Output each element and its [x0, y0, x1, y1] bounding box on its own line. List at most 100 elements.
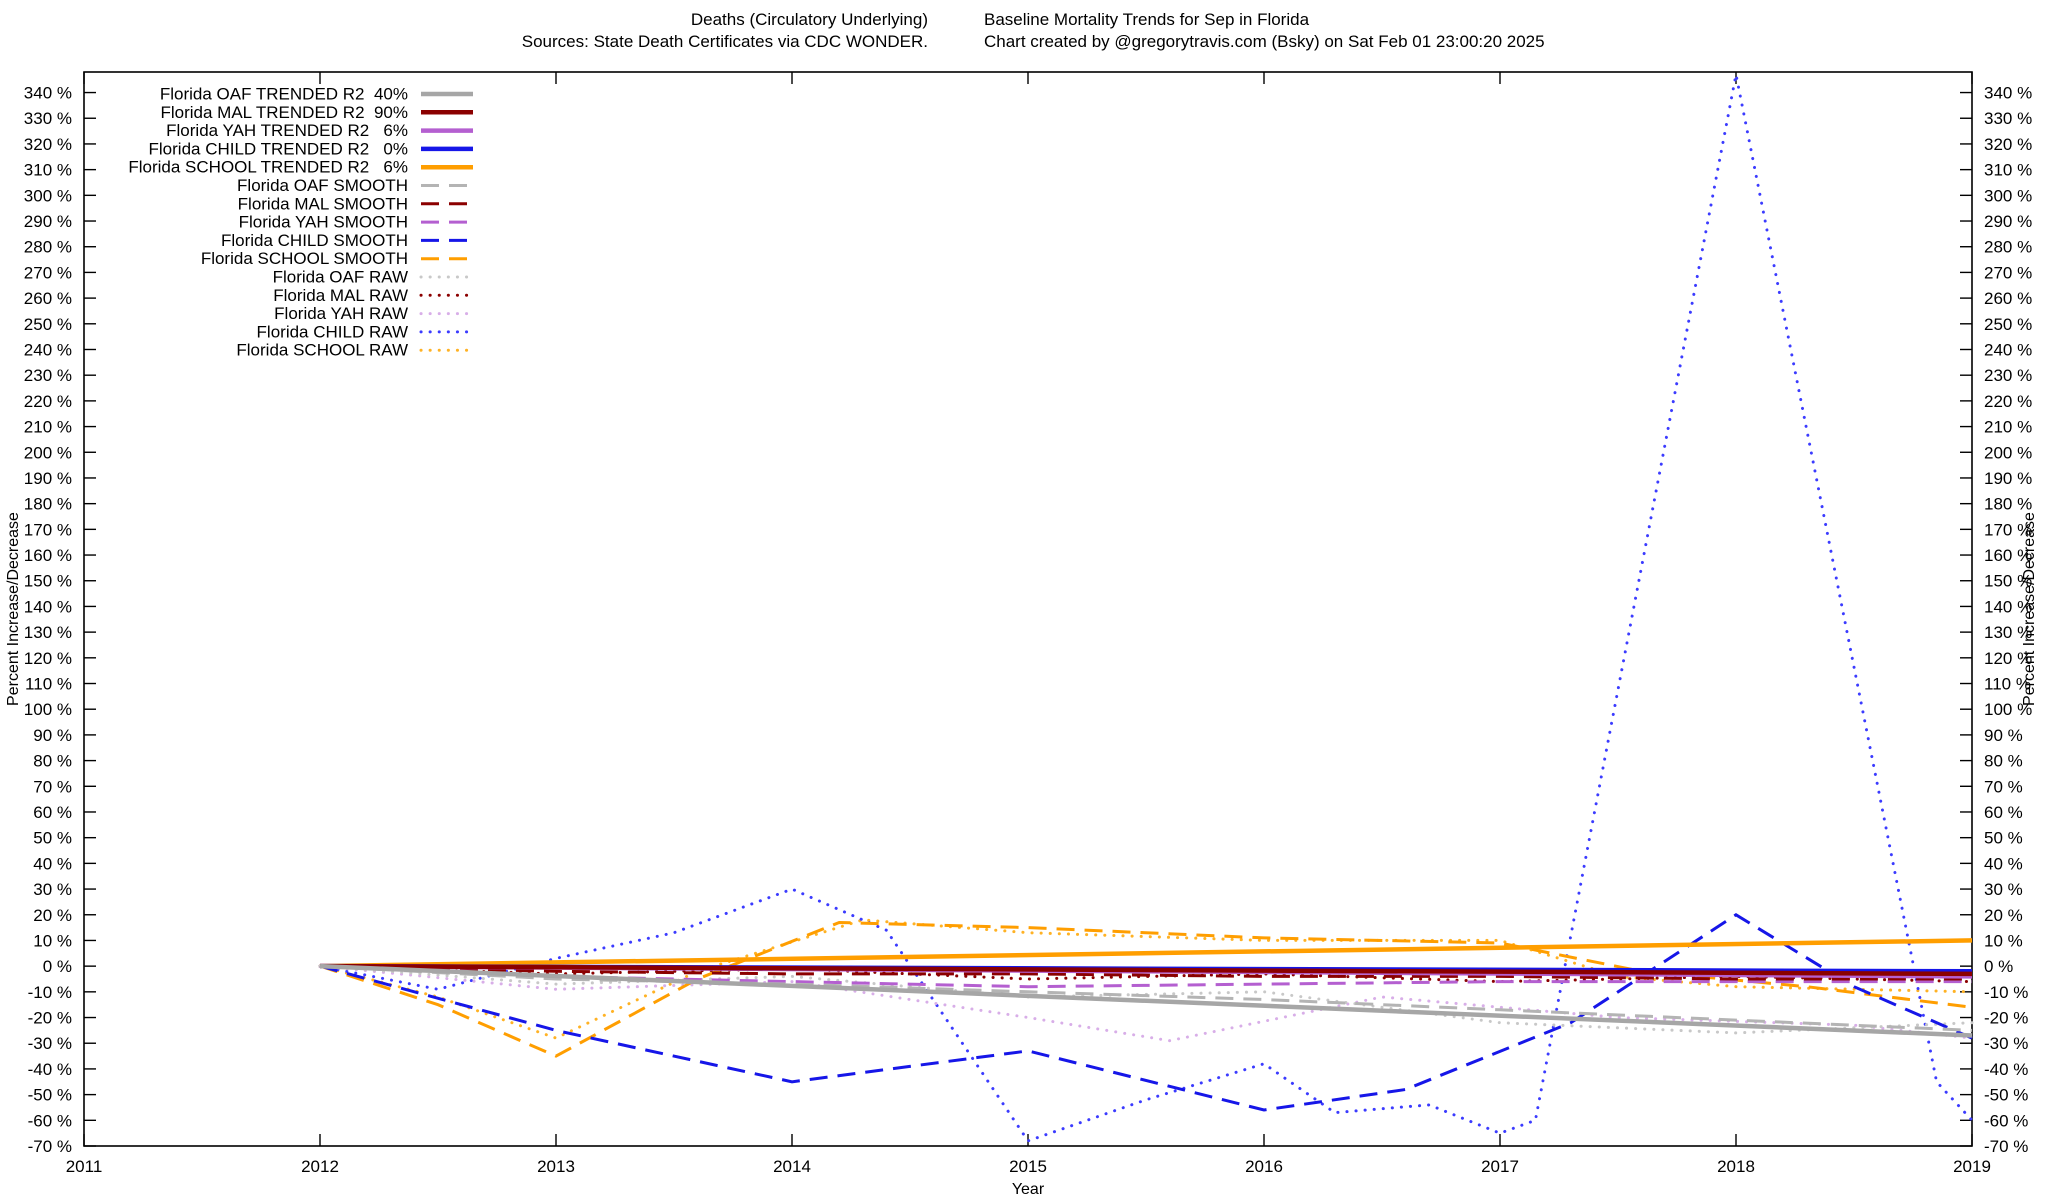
legend-label: Florida OAF RAW	[273, 268, 408, 287]
y-tick-label-right: 70 %	[1984, 777, 2023, 796]
legend-label: Florida CHILD RAW	[257, 322, 408, 341]
y-tick-label-right: 180 %	[1984, 495, 2032, 514]
y-tick-label-left: 110 %	[25, 675, 72, 694]
y-tick-label-left: -10 %	[28, 983, 72, 1002]
y-tick-label-left: 150 %	[24, 572, 72, 591]
y-tick-label-left: 180 %	[24, 495, 72, 514]
legend-label: Florida OAF TRENDED R2 40%	[160, 85, 408, 104]
y-tick-label-left: 310 %	[24, 161, 72, 180]
legend-label: Florida YAH RAW	[274, 304, 408, 323]
y-tick-label-right: 10 %	[1984, 931, 2023, 950]
y-tick-label-right: 290 %	[1984, 212, 2032, 231]
y-tick-label-right: 150 %	[1984, 572, 2032, 591]
legend: Florida OAF TRENDED R2 40%Florida MAL TR…	[128, 85, 475, 360]
y-tick-label-right: 60 %	[1984, 803, 2023, 822]
y-tick-label-right: 220 %	[1984, 392, 2032, 411]
y-tick-label-left: 50 %	[33, 829, 72, 848]
y-tick-label-left: 340 %	[24, 84, 72, 103]
legend-label: Florida OAF SMOOTH	[237, 176, 408, 195]
y-tick-label-right: 90 %	[1984, 726, 2023, 745]
x-tick-label: 2013	[537, 1157, 575, 1176]
y-tick-label-left: 70 %	[33, 777, 72, 796]
y-tick-label-right: 230 %	[1984, 366, 2032, 385]
y-tick-label-right: 100 %	[1984, 700, 2032, 719]
y-tick-label-left: 40 %	[33, 854, 72, 873]
legend-label: Florida MAL RAW	[273, 286, 408, 305]
y-tick-label-right: 320 %	[1984, 135, 2032, 154]
chart-title-left: Deaths (Circulatory Underlying)	[691, 10, 928, 29]
y-tick-label-right: 80 %	[1984, 752, 2023, 771]
y-tick-label-right: -60 %	[1984, 1111, 2028, 1130]
y-tick-label-left: 30 %	[33, 880, 72, 899]
y-tick-label-left: -20 %	[28, 1009, 72, 1028]
y-tick-label-right: 160 %	[1984, 546, 2032, 565]
y-tick-label-left: 120 %	[24, 649, 72, 668]
series-florida-oaf-smooth	[319, 964, 1973, 1032]
chart-title-right: Baseline Mortality Trends for Sep in Flo…	[984, 10, 1310, 29]
y-tick-label-right: 190 %	[1984, 469, 2032, 488]
y-tick-label-right: 260 %	[1984, 289, 2032, 308]
y-axis-label-left: Percent Increase/Decrease	[5, 512, 22, 706]
y-tick-label-right: 50 %	[1984, 829, 2023, 848]
chart-sources-label: Sources: State Death Certificates via CD…	[522, 32, 928, 51]
y-tick-label-left: 20 %	[33, 906, 72, 925]
y-tick-label-right: -50 %	[1984, 1086, 2028, 1105]
y-tick-label-right: 300 %	[1984, 186, 2032, 205]
y-tick-label-left: -60 %	[28, 1111, 72, 1130]
y-tick-label-left: 90 %	[33, 726, 72, 745]
y-tick-label-left: 220 %	[24, 392, 72, 411]
x-axis-label: Year	[1012, 1181, 1045, 1198]
y-tick-label-left: -50 %	[28, 1086, 72, 1105]
series-florida-yah-smooth	[319, 964, 1972, 989]
y-tick-label-left: 10 %	[33, 931, 72, 950]
y-tick-label-left: 330 %	[24, 109, 72, 128]
series-florida-oaf-trended-r2-40-	[319, 963, 1973, 1038]
y-tick-label-left: -70 %	[28, 1137, 72, 1156]
legend-label: Florida YAH TRENDED R2 6%	[166, 121, 408, 140]
y-tick-label-left: 250 %	[24, 315, 72, 334]
x-tick-label: 2014	[773, 1157, 811, 1176]
legend-label: Florida YAH SMOOTH	[239, 213, 408, 232]
legend-label: Florida SCHOOL TRENDED R2 6%	[128, 158, 408, 177]
y-tick-label-right: 210 %	[1984, 418, 2032, 437]
y-tick-label-left: 100 %	[24, 700, 72, 719]
y-tick-label-left: 210 %	[24, 418, 72, 437]
y-tick-label-right: 40 %	[1984, 854, 2023, 873]
x-tick-label: 2015	[1009, 1157, 1047, 1176]
y-tick-label-right: 130 %	[1984, 623, 2032, 642]
x-tick-label: 2017	[1481, 1157, 1519, 1176]
y-tick-label-left: 260 %	[24, 289, 72, 308]
y-tick-label-right: 140 %	[1984, 597, 2032, 616]
y-tick-label-left: 140 %	[24, 597, 72, 616]
series-florida-child-smooth	[319, 913, 1973, 1112]
legend-label: Florida CHILD SMOOTH	[221, 231, 408, 250]
y-tick-label-right: 120 %	[1984, 649, 2032, 668]
y-tick-label-right: 330 %	[1984, 109, 2032, 128]
y-tick-label-right: 30 %	[1984, 880, 2023, 899]
plot-border	[83, 71, 1973, 1147]
y-tick-label-right: 20 %	[1984, 906, 2023, 925]
y-tick-label-left: 270 %	[24, 263, 72, 282]
y-tick-label-right: 310 %	[1984, 161, 2032, 180]
y-tick-label-left: 280 %	[24, 238, 72, 257]
x-tick-label: 2011	[66, 1157, 103, 1176]
chart-credit-label: Chart created by @gregorytravis.com (Bsk…	[984, 32, 1545, 51]
series-florida-child-raw	[318, 74, 1974, 1143]
y-tick-label-right: 110 %	[1984, 675, 2031, 694]
y-tick-label-left: 60 %	[33, 803, 72, 822]
y-tick-label-left: -40 %	[28, 1060, 72, 1079]
y-axis-label-right: Percent Increase/Decrease	[2021, 512, 2038, 706]
legend-label: Florida SCHOOL SMOOTH	[201, 249, 408, 268]
y-tick-label-left: 240 %	[24, 340, 72, 359]
y-tick-label-right: -40 %	[1984, 1060, 2028, 1079]
y-tick-label-left: 200 %	[24, 443, 72, 462]
y-tick-label-left: 160 %	[24, 546, 72, 565]
y-tick-label-left: 80 %	[33, 752, 72, 771]
series-florida-school-smooth	[319, 920, 1973, 1058]
y-tick-label-right: 170 %	[1984, 520, 2032, 539]
y-tick-label-right: 250 %	[1984, 315, 2032, 334]
y-tick-label-right: -30 %	[1984, 1034, 2028, 1053]
legend-label: Florida MAL SMOOTH	[238, 194, 408, 213]
y-tick-label-right: -10 %	[1984, 983, 2028, 1002]
